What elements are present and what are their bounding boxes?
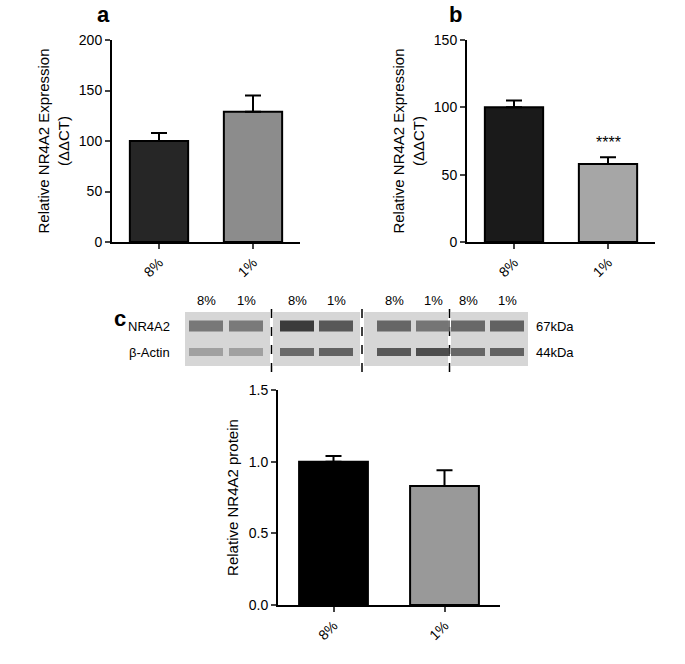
svg-text:b: b — [449, 2, 462, 27]
svg-text:8%: 8% — [385, 293, 404, 308]
svg-text:Relative NR4A2 protein: Relative NR4A2 protein — [224, 419, 241, 576]
svg-text:1%: 1% — [327, 293, 346, 308]
svg-text:50: 50 — [442, 167, 458, 183]
svg-text:0.5: 0.5 — [249, 525, 269, 541]
svg-text:67kDa: 67kDa — [536, 319, 574, 334]
svg-text:8%: 8% — [315, 618, 341, 644]
svg-text:1.5: 1.5 — [249, 382, 269, 398]
svg-text:150: 150 — [434, 32, 458, 48]
svg-text:0: 0 — [449, 234, 457, 250]
svg-text:1%: 1% — [589, 255, 615, 281]
svg-text:1%: 1% — [426, 618, 452, 644]
svg-text:1%: 1% — [498, 293, 517, 308]
svg-text:a: a — [97, 2, 110, 27]
svg-text:1%: 1% — [424, 293, 443, 308]
svg-text:Relative NR4A2 Expression(ΔΔCT: Relative NR4A2 Expression(ΔΔCT) — [390, 48, 427, 233]
svg-text:1%: 1% — [237, 293, 256, 308]
svg-text:0: 0 — [94, 234, 102, 250]
svg-text:8%: 8% — [459, 293, 478, 308]
svg-text:NR4A2: NR4A2 — [128, 319, 170, 334]
svg-text:8%: 8% — [288, 293, 307, 308]
svg-text:150: 150 — [79, 82, 103, 98]
svg-text:8%: 8% — [140, 255, 166, 281]
svg-text:200: 200 — [79, 32, 103, 48]
svg-text:50: 50 — [87, 183, 103, 199]
svg-text:8%: 8% — [495, 255, 521, 281]
svg-text:100: 100 — [434, 99, 458, 115]
svg-text:β-Actin: β-Actin — [129, 345, 170, 360]
svg-text:44kDa: 44kDa — [536, 345, 574, 360]
svg-text:1.0: 1.0 — [249, 454, 269, 470]
svg-text:c: c — [114, 306, 126, 331]
svg-text:100: 100 — [79, 133, 103, 149]
svg-text:8%: 8% — [197, 293, 216, 308]
svg-text:1%: 1% — [234, 255, 260, 281]
svg-text:****: **** — [596, 134, 621, 151]
svg-text:Relative NR4A2 Expression(ΔΔCT: Relative NR4A2 Expression(ΔΔCT) — [35, 48, 72, 233]
svg-text:0.0: 0.0 — [249, 597, 269, 613]
